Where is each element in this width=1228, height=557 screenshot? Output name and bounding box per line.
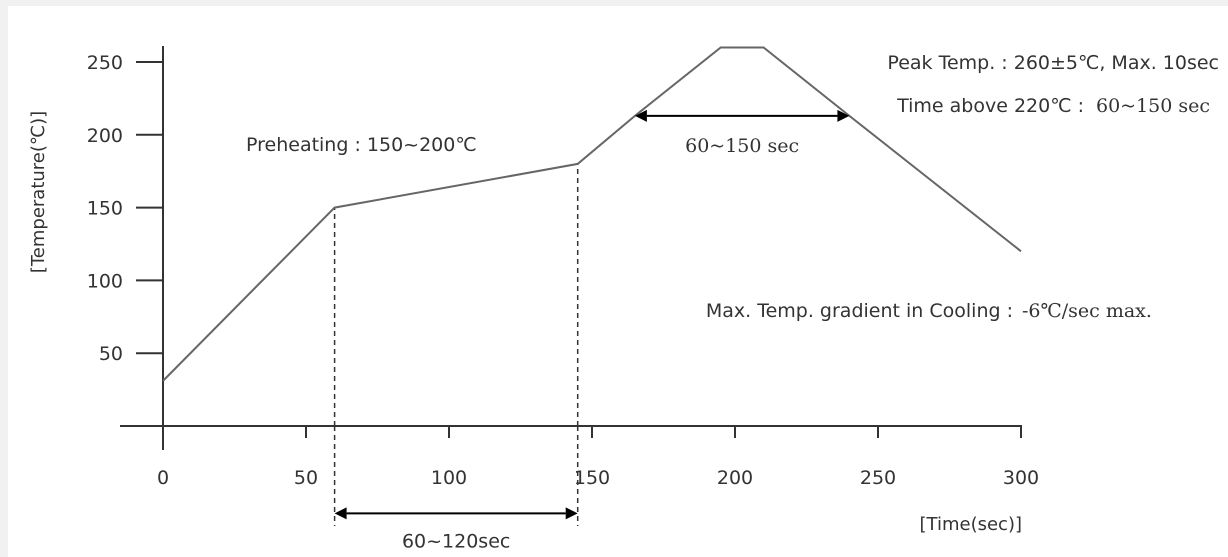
- span-label-span_peak: 60~150 sec: [685, 135, 799, 157]
- x-tick-label: 100: [431, 467, 467, 489]
- span-arrow-head-left: [334, 507, 347, 520]
- y-tick-label: 50: [99, 343, 123, 365]
- x-ticks: 0 50 100 150 200 250 300: [157, 426, 1039, 489]
- time-above-label: Time above 220℃ :: [896, 95, 1084, 117]
- preheating-annotation: Preheating : 150~200℃: [246, 134, 477, 156]
- x-tick-label: 200: [717, 467, 753, 489]
- time-above-value: 60~150 sec: [1096, 95, 1210, 117]
- span-arrow-head-left: [634, 109, 647, 122]
- cooling-gradient-label: Max. Temp. gradient in Cooling :: [706, 300, 1013, 322]
- cooling-gradient-value: -6℃/sec max.: [1022, 300, 1152, 322]
- chart-panel: [8, 6, 1228, 557]
- guide-lines: [333, 163, 579, 526]
- span-arrow-head-right: [565, 507, 578, 520]
- x-axis-title: [Time(sec)]: [920, 514, 1023, 535]
- x-tick-label: 0: [157, 467, 169, 489]
- x-tick-label: 50: [294, 467, 318, 489]
- y-axis-title: [Temperature(℃)]: [28, 111, 49, 273]
- temperature-profile-line: [162, 46, 1022, 382]
- y-tick-label: 100: [87, 270, 123, 292]
- x-tick-label: 150: [574, 467, 610, 489]
- x-tick-label: 250: [860, 467, 896, 489]
- y-ticks: 50 100 150 200 250: [87, 52, 163, 365]
- y-tick-label: 250: [87, 52, 123, 74]
- x-tick-label: 300: [1003, 467, 1039, 489]
- y-tick-label: 150: [87, 198, 123, 220]
- y-tick-label: 200: [87, 125, 123, 147]
- span-arrow-head-right: [837, 109, 850, 122]
- span-label-span_preheat: 60~120sec: [402, 530, 510, 552]
- peak-temp-annotation: Peak Temp. : 260±5℃, Max. 10sec: [887, 52, 1219, 74]
- span-arrows: 60~150 sec 60~120sec: [334, 109, 850, 552]
